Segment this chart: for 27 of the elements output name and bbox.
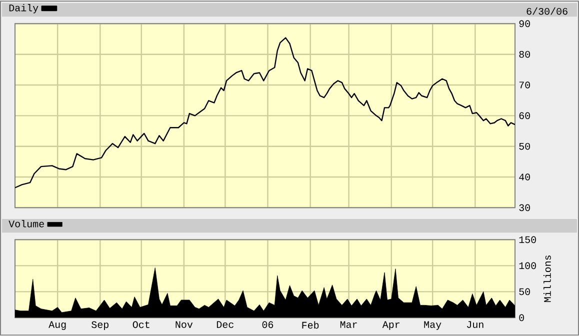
y-tick-label: 100 — [519, 262, 536, 270]
y-tick-label: 70 — [519, 82, 530, 89]
x-tick-label: Mar — [340, 321, 357, 328]
y-tick-label: 90 — [519, 20, 530, 28]
y-tick-label: 50 — [519, 288, 530, 296]
line-series — [15, 37, 516, 188]
y-tick-label: 40 — [519, 174, 530, 181]
y-tick-label: 50 — [519, 143, 530, 150]
text: 6/30/06 — [526, 8, 568, 15]
legend-label: Volume — [8, 220, 44, 228]
y-axis-title: Millions — [544, 256, 551, 302]
x-tick-label: Apr — [382, 321, 400, 330]
x-tick-label: Sep — [92, 321, 108, 330]
x-tick-label: Feb — [302, 321, 319, 329]
x-tick-label: 06 — [262, 321, 274, 328]
y-tick-label: 60 — [519, 112, 530, 120]
x-tick-label: Aug — [48, 321, 66, 330]
x-tick-label: Dec — [216, 321, 234, 328]
legend-label: Daily — [9, 4, 38, 14]
x-tick-label: Oct — [132, 321, 150, 328]
y-tick-label: 30 — [519, 204, 530, 212]
y-tick-label: 150 — [519, 236, 536, 244]
y-tick-label: 80 — [519, 51, 530, 58]
y-tick-label: 0 — [519, 314, 524, 322]
x-tick-label: May — [424, 321, 442, 330]
x-tick-label: Nov — [176, 321, 193, 328]
x-tick-label: Jun — [467, 321, 484, 328]
